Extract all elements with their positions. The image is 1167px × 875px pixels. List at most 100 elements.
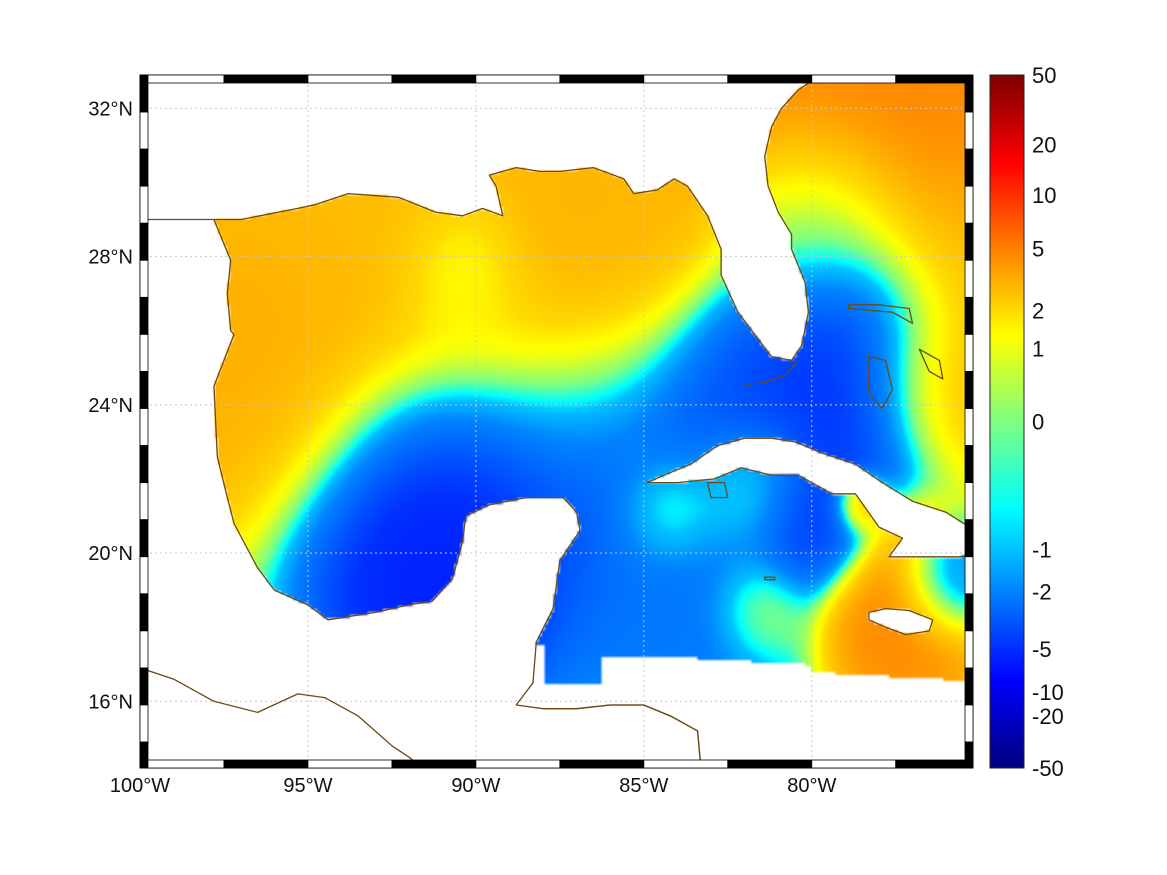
honduras-coastline	[543, 704, 702, 768]
latitude-tick-labels: 32°N 28°N 24°N 20°N 16°N	[88, 98, 133, 713]
frame-segment	[139, 704, 149, 743]
jamaica-coastline	[868, 607, 934, 636]
frame-segment	[964, 222, 974, 261]
longitude-tick-label: 100°W	[110, 775, 170, 797]
latitude-tick-label: 20°N	[88, 543, 133, 565]
frame-segment	[964, 371, 974, 409]
latitude-tick-label: 24°N	[88, 395, 133, 417]
latitude-tick-label: 32°N	[88, 98, 133, 120]
us-coastline	[213, 75, 822, 362]
frame-segment	[139, 259, 149, 298]
frame-segment	[139, 222, 149, 261]
frame-segment	[139, 519, 149, 558]
frame-segment	[475, 759, 561, 769]
cuba-coastline	[646, 437, 973, 558]
frame-segment	[964, 74, 974, 113]
grid-lines	[140, 75, 973, 768]
frame-segment	[391, 74, 477, 84]
frame-segment	[895, 759, 974, 769]
frame-segment	[139, 630, 149, 669]
longitude-tick-labels: 100°W 95°W 90°W 85°W 80°W	[110, 775, 837, 797]
frame-segment	[964, 593, 974, 632]
colorbar-tick-label: 1	[1032, 337, 1044, 362]
frame-segment	[139, 74, 149, 113]
florida-keys-coastline	[744, 359, 799, 386]
frame-segment	[223, 74, 309, 84]
frame-segment	[727, 759, 813, 769]
colorbar-tick-label: -20	[1032, 704, 1064, 729]
isla-juventud-coastline	[706, 481, 729, 499]
abaco-coastline	[848, 304, 914, 324]
frame-segment	[307, 759, 393, 769]
frame-segment	[964, 667, 974, 706]
colorbar-tick-label: -10	[1032, 680, 1064, 705]
eleuthera-coastline	[918, 348, 944, 380]
frame-segment	[139, 371, 149, 409]
andros-coastline	[868, 355, 894, 410]
frame-segment	[964, 482, 974, 521]
pacific-coastline	[140, 667, 423, 768]
latitude-tick-label: 28°N	[88, 247, 133, 269]
frame-segment	[475, 74, 561, 84]
frame-segment	[964, 519, 974, 558]
longitude-tick-label: 85°W	[619, 775, 668, 797]
frame-segment	[139, 111, 149, 150]
frame-segment	[964, 259, 974, 298]
frame-segment	[964, 556, 974, 595]
colorbar-tick-label: -1	[1032, 538, 1052, 563]
colorbar-tick-label: 20	[1032, 132, 1056, 157]
frame-segment	[139, 556, 149, 595]
frame-segment	[139, 408, 149, 446]
colorbar-tick-label: -2	[1032, 579, 1052, 604]
frame-segment	[391, 759, 477, 769]
frame-segment	[139, 741, 149, 769]
map-frame	[139, 74, 974, 769]
frame-segment	[811, 74, 897, 84]
frame-segment	[139, 334, 149, 372]
frame-segment	[964, 445, 974, 484]
coastlines	[140, 75, 973, 768]
frame-segment	[559, 74, 645, 84]
frame-segment	[139, 759, 225, 769]
frame-segment	[139, 148, 149, 187]
frame-segment	[139, 667, 149, 706]
frame-segment	[964, 334, 974, 372]
colorbar-gradient	[990, 75, 1024, 768]
frame-segment	[811, 759, 897, 769]
colorbar-tick-label: 0	[1032, 410, 1044, 435]
data-field	[140, 75, 973, 768]
colorbar-border	[989, 74, 1025, 769]
frame-segment	[139, 74, 225, 84]
frame-segment	[223, 759, 309, 769]
frame-segment	[643, 759, 729, 769]
frame-segment	[964, 408, 974, 446]
colorbar-tick-label: 2	[1032, 299, 1044, 324]
longitude-tick-label: 95°W	[283, 775, 332, 797]
frame-segment	[895, 74, 974, 84]
longitude-tick-label: 80°W	[787, 775, 836, 797]
colorbar-tick-label: 10	[1032, 183, 1056, 208]
colorbar-tick-label: 50	[1032, 63, 1056, 88]
frame-segment	[307, 74, 393, 84]
colorbar-tick-label: -50	[1032, 756, 1064, 781]
frame-segment	[964, 296, 974, 335]
frame-segment	[964, 630, 974, 669]
colorbar-tick-label: -5	[1032, 637, 1052, 662]
frame-segment	[964, 704, 974, 743]
frame-segment	[964, 741, 974, 769]
frame-segment	[964, 111, 974, 150]
cayman-coastline	[764, 576, 776, 581]
frame-segment	[964, 148, 974, 187]
colorbar-tick-label: 5	[1032, 236, 1044, 261]
frame-segment	[139, 445, 149, 484]
frame-segment	[727, 74, 813, 84]
frame-segment	[139, 482, 149, 521]
longitude-tick-label: 90°W	[451, 775, 500, 797]
frame-segment	[139, 593, 149, 632]
frame-segment	[559, 759, 645, 769]
latitude-tick-label: 16°N	[88, 691, 133, 713]
frame-segment	[964, 185, 974, 224]
